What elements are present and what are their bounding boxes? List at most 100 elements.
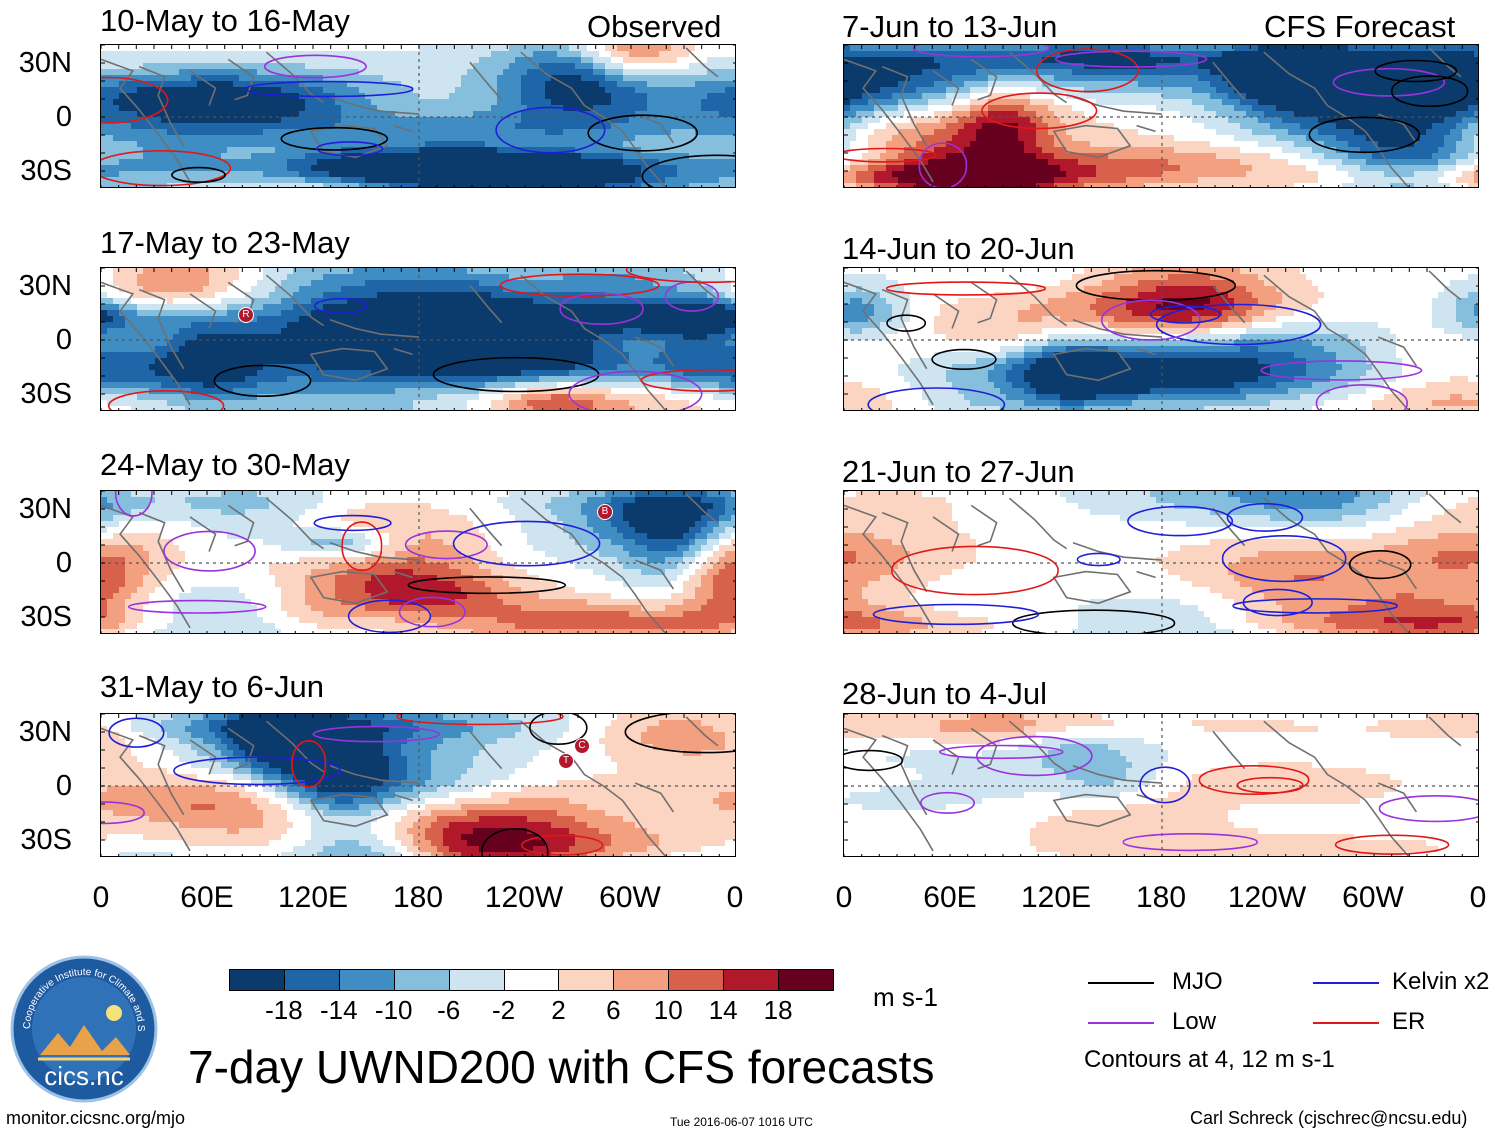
colorbar-tick-label: 14 xyxy=(709,995,738,1026)
kelvin-contour xyxy=(347,599,432,633)
coastline xyxy=(309,347,389,382)
coastline xyxy=(1377,113,1418,144)
coastline xyxy=(932,70,960,106)
coastline xyxy=(602,785,667,856)
lon-label: 120W xyxy=(485,882,563,914)
panel-title-obs-2: 17-May to 23-May xyxy=(100,226,350,260)
lat-label-30n: 30N xyxy=(2,717,72,747)
panel-title-fcst-3: 21-Jun to 27-Jun xyxy=(842,455,1075,489)
coastline xyxy=(634,113,675,144)
coastline xyxy=(101,281,191,406)
er-contour xyxy=(396,714,564,726)
map-panel-observed-1 xyxy=(100,44,736,188)
coastline xyxy=(1008,497,1068,550)
kelvin-contour xyxy=(314,297,368,315)
mjo-contour xyxy=(213,364,312,397)
coastline xyxy=(469,61,503,101)
kelvin-contour xyxy=(452,520,601,567)
coastline xyxy=(970,58,998,101)
colorbar-tick-label: 10 xyxy=(654,995,683,1026)
lon-label: 0 xyxy=(836,882,853,914)
low-contour xyxy=(263,54,367,79)
er-contour xyxy=(1334,834,1450,855)
coastline xyxy=(970,281,998,324)
low-contour xyxy=(559,292,644,325)
coastline xyxy=(101,504,191,629)
lat-label-eq: 0 xyxy=(2,548,72,578)
coastline xyxy=(881,734,928,816)
lon-label: 180 xyxy=(1136,882,1186,914)
low-contour xyxy=(976,735,1093,777)
lon-label: 120E xyxy=(278,882,348,914)
lon-label: 180 xyxy=(393,882,443,914)
coastline xyxy=(1345,339,1410,410)
low-contour xyxy=(398,596,466,628)
kelvin-contour xyxy=(1155,303,1322,346)
lat-label-eq: 0 xyxy=(2,771,72,801)
low-contour xyxy=(1122,832,1258,852)
er-contour xyxy=(844,147,937,163)
mjo-contour xyxy=(641,154,735,187)
lat-label-30n: 30N xyxy=(2,48,72,78)
colorbar-tick-label: -10 xyxy=(375,995,413,1026)
kelvin-contour xyxy=(316,141,384,157)
colorbar-swatch xyxy=(778,969,834,991)
coastline xyxy=(520,497,604,564)
colorbar-tick-label: -18 xyxy=(265,995,303,1026)
lat-label-30n: 30N xyxy=(2,271,72,301)
er-contour xyxy=(341,521,383,572)
storm-marker-r: R xyxy=(238,307,254,323)
coastline xyxy=(1008,51,1068,104)
coastline xyxy=(1428,270,1462,301)
coastline xyxy=(329,319,420,338)
kelvin-contour xyxy=(313,514,392,532)
legend-line-er xyxy=(1313,1022,1379,1024)
coastline xyxy=(881,511,928,593)
mjo-contour xyxy=(1308,116,1421,154)
er-contour xyxy=(101,149,232,187)
coastline xyxy=(1136,347,1156,356)
colorbar-swatch xyxy=(503,969,560,991)
footer-author: Carl Schreck (cjschrec@ncsu.edu) xyxy=(1190,1108,1467,1129)
mjo-contour xyxy=(624,714,735,754)
coastline xyxy=(1008,274,1068,327)
coastline xyxy=(1052,570,1132,605)
coastline xyxy=(970,504,998,547)
coastline xyxy=(1212,61,1246,101)
coastline xyxy=(1072,765,1163,784)
colorbar-swatch xyxy=(558,969,615,991)
coastline xyxy=(1008,720,1068,773)
mjo-contour xyxy=(1012,609,1176,633)
coastline xyxy=(1428,493,1462,524)
coastline xyxy=(602,116,667,187)
map-panel-observed-2 xyxy=(100,267,736,411)
kelvin-contour xyxy=(1076,552,1121,567)
colorbar-units: m s-1 xyxy=(873,982,938,1013)
coastline xyxy=(138,511,185,593)
footer-site[interactable]: monitor.cicsnc.org/mjo xyxy=(6,1108,185,1129)
coastline xyxy=(634,336,675,367)
colorbar-swatch xyxy=(338,969,395,991)
coastline xyxy=(309,124,389,159)
coastline xyxy=(189,739,217,775)
er-contour xyxy=(107,390,225,410)
kelvin-contour xyxy=(1221,535,1347,583)
map-panel-forecast-4 xyxy=(843,713,1479,857)
low-contour xyxy=(918,142,968,187)
er-contour xyxy=(499,273,660,297)
coastline xyxy=(309,793,389,828)
lat-label-30s: 30S xyxy=(2,379,72,409)
lat-label-30n: 30N xyxy=(2,494,72,524)
kelvin-contour xyxy=(1127,505,1234,537)
coastline xyxy=(1136,124,1156,133)
lon-label: 120E xyxy=(1021,882,1091,914)
mjo-contour xyxy=(407,576,567,595)
mjo-contour xyxy=(886,314,927,332)
logo-text: cics.nc xyxy=(44,1061,123,1091)
coastline xyxy=(189,293,217,329)
mjo-contour xyxy=(1075,269,1237,302)
lon-label: 120W xyxy=(1228,882,1306,914)
coastline xyxy=(227,727,255,770)
map-panel-forecast-2 xyxy=(843,267,1479,411)
er-contour xyxy=(291,740,327,788)
